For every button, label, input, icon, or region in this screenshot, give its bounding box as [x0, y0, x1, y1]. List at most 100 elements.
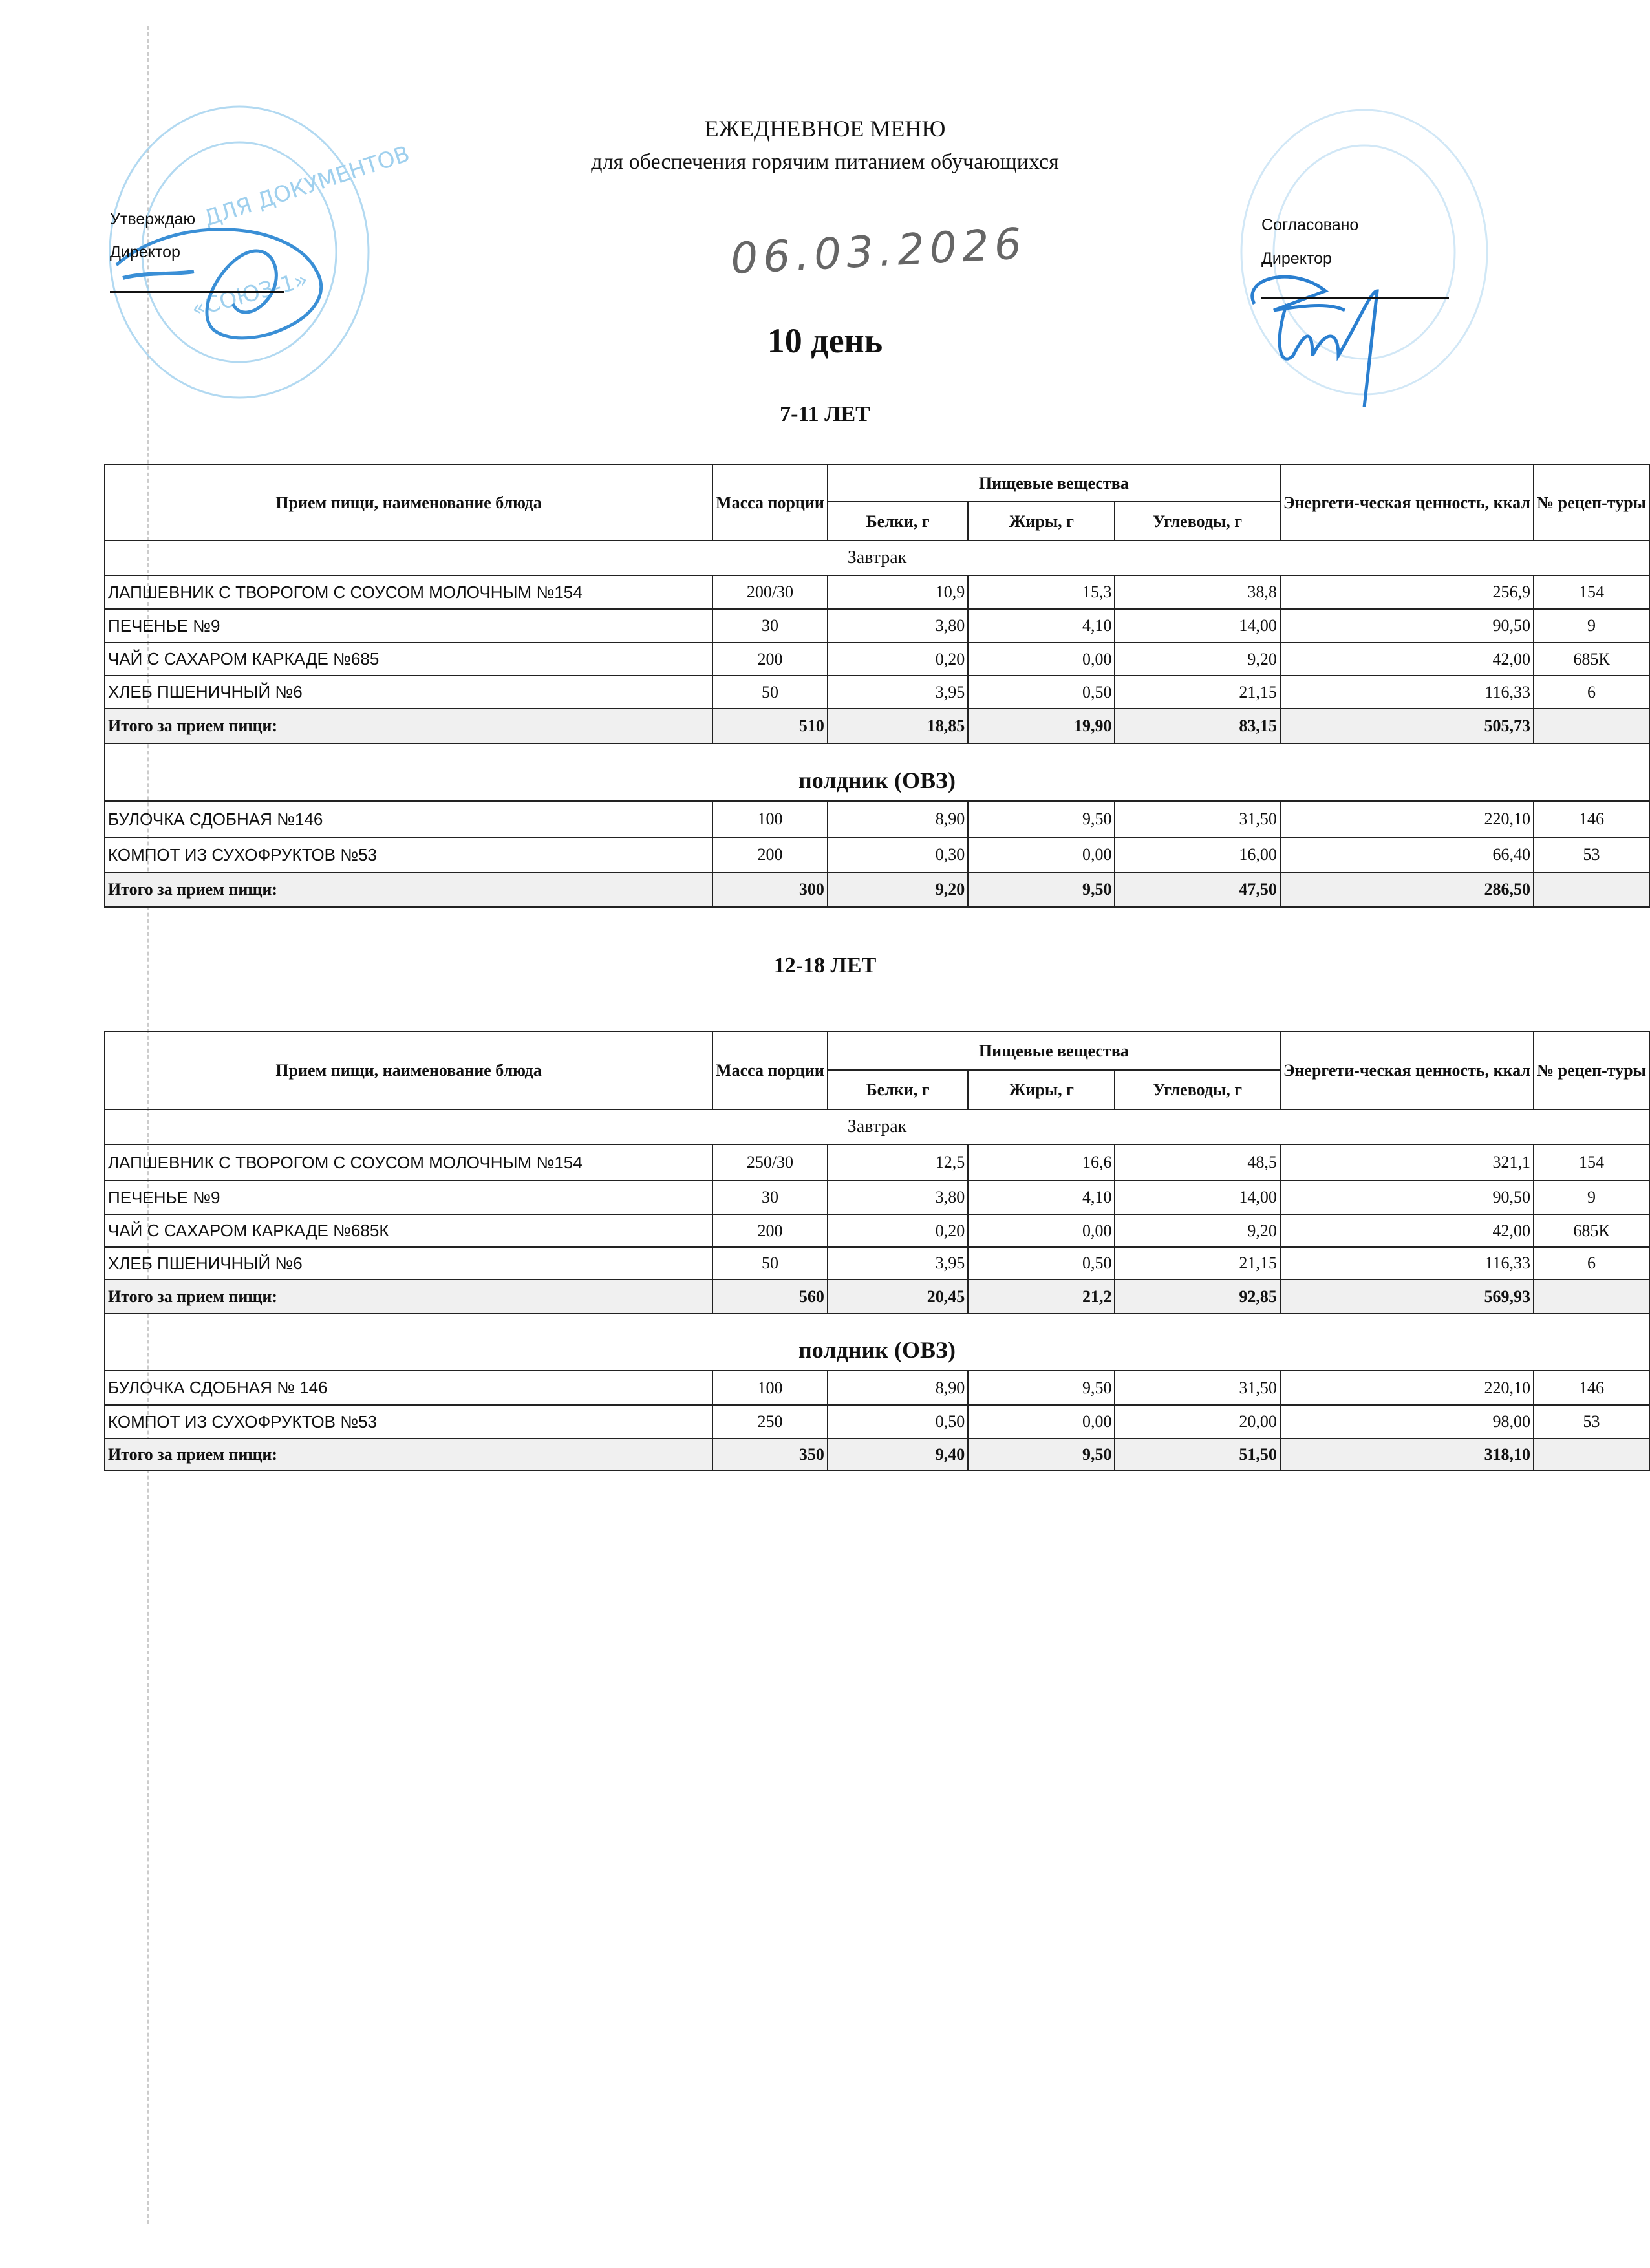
dish-name: КОМПОТ ИЗ СУХОФРУКТОВ №53 — [103, 837, 714, 873]
energy: 90,50 — [1279, 608, 1534, 643]
fat: 16,6 — [967, 1144, 1116, 1181]
column-header-name: Прием пищи, наименование блюда — [103, 464, 714, 541]
energy: 116,33 — [1279, 675, 1534, 709]
total-fat: 21,2 — [967, 1279, 1116, 1314]
portion-mass: 30 — [712, 608, 828, 643]
meal-title: полдник (ОВЗ) — [104, 743, 1650, 802]
total-carbs: 47,50 — [1114, 872, 1281, 908]
portion-mass: 200 — [712, 1214, 828, 1248]
total-carbs: 51,50 — [1114, 1438, 1281, 1471]
total-protein: 9,20 — [826, 872, 969, 908]
agreement-stamp — [1240, 109, 1488, 407]
recipe-number: 154 — [1532, 1144, 1650, 1181]
total-portion-mass: 350 — [712, 1438, 828, 1471]
carbs: 48,5 — [1114, 1144, 1281, 1181]
table-subheader-row: Белки, г Жиры, г Углеводы, г — [105, 501, 1649, 541]
column-header-mass: Масса порции — [712, 464, 828, 541]
fat: 0,00 — [967, 1404, 1116, 1439]
recipe-number: 6 — [1532, 1246, 1650, 1280]
dish-name: ХЛЕБ ПШЕНИЧНЫЙ №6 — [103, 1246, 714, 1280]
approve-role: Директор — [110, 243, 180, 261]
total-fat: 9,50 — [967, 872, 1116, 908]
age-group-title-1: 7-11 ЛЕТ — [780, 402, 870, 426]
dish-name: БУЛОЧКА СДОБНАЯ № 146 — [103, 1370, 714, 1406]
table-row: ЧАЙ С САХАРОМ КАРКАДЕ №685 200 0,20 0,00 9,2… — [103, 642, 1650, 676]
fat: 0,50 — [967, 675, 1116, 709]
protein: 3,95 — [826, 675, 969, 709]
total-energy: 505,73 — [1279, 708, 1534, 744]
total-recipe-number — [1532, 872, 1650, 908]
meal-title-row: полдник (ОВЗ) — [104, 743, 1650, 802]
table-row: БУЛОЧКА СДОБНАЯ №146 100 8,90 9,50 31,50 220,… — [103, 800, 1650, 838]
portion-mass: 50 — [712, 1246, 828, 1280]
total-recipe-number — [1532, 708, 1650, 744]
recipe-number: 53 — [1532, 837, 1650, 873]
table-row: ЛАПШЕВНИК С ТВОРОГОМ С СОУСОМ МОЛОЧНЫМ №… — [103, 1144, 1650, 1181]
day-number: 10 день — [767, 321, 883, 360]
column-header-carbs: Углеводы, г — [1114, 501, 1281, 541]
dish-name: БУЛОЧКА СДОБНАЯ №146 — [103, 800, 714, 838]
dish-name: ЧАЙ С САХАРОМ КАРКАДЕ №685К — [103, 1214, 714, 1248]
energy: 116,33 — [1279, 1246, 1534, 1280]
table-row: КОМПОТ ИЗ СУХОФРУКТОВ №53 250 0,50 0,00 20,0… — [103, 1404, 1650, 1439]
total-row: Итого за прием пищи: 350 9,40 9,50 51,50 318,… — [103, 1438, 1650, 1471]
total-energy: 569,93 — [1279, 1279, 1534, 1314]
fat: 0,00 — [967, 642, 1116, 676]
recipe-number: 9 — [1532, 1180, 1650, 1215]
portion-mass: 250 — [712, 1404, 828, 1439]
recipe-number: 146 — [1532, 800, 1650, 838]
meal-title: полдник (ОВЗ) — [104, 1313, 1650, 1371]
dish-name: ЛАПШЕВНИК С ТВОРОГОМ С СОУСОМ МОЛОЧНЫМ №… — [103, 1144, 714, 1181]
agree-label: Согласовано — [1261, 216, 1359, 234]
total-dish-name: Итого за прием пищи: — [103, 872, 714, 908]
energy: 42,00 — [1279, 1214, 1534, 1248]
recipe-number: 53 — [1532, 1404, 1650, 1439]
column-header-fat: Жиры, г — [967, 1069, 1116, 1110]
table-header-row: Прием пищи, наименование блюда Масса порц… — [103, 1031, 1650, 1110]
column-header-carbs: Углеводы, г — [1114, 1069, 1281, 1110]
total-fat: 19,90 — [967, 708, 1116, 744]
carbs: 9,20 — [1114, 1214, 1281, 1248]
energy: 90,50 — [1279, 1180, 1534, 1215]
energy: 321,1 — [1279, 1144, 1534, 1181]
total-dish-name: Итого за прием пищи: — [103, 1438, 714, 1471]
column-header-fat: Жиры, г — [967, 501, 1116, 541]
meal-title-row: Завтрак — [104, 1109, 1650, 1145]
protein: 3,95 — [826, 1246, 969, 1280]
fat: 15,3 — [967, 575, 1116, 610]
document-title: ЕЖЕДНЕВНОЕ МЕНЮ — [704, 116, 946, 142]
dish-name: ПЕЧЕНЬЕ №9 — [103, 608, 714, 643]
column-header-energy: Энергети-ческая ценность, ккал — [1279, 1031, 1534, 1110]
table-header-row: Прием пищи, наименование блюда Масса порц… — [103, 464, 1650, 541]
portion-mass: 100 — [712, 800, 828, 838]
handwritten-date: 06.03.2026 — [729, 219, 1028, 284]
portion-mass: 30 — [712, 1180, 828, 1215]
column-header-mass: Масса порции — [712, 1031, 828, 1110]
column-header-recipe: № рецеп-туры — [1532, 1031, 1650, 1110]
total-recipe-number — [1532, 1279, 1650, 1314]
protein: 0,20 — [826, 1214, 969, 1248]
fat: 0,00 — [967, 1214, 1116, 1248]
table-row: КОМПОТ ИЗ СУХОФРУКТОВ №53 200 0,30 0,00 16,0… — [103, 837, 1650, 873]
protein: 0,50 — [826, 1404, 969, 1439]
protein: 8,90 — [826, 800, 969, 838]
total-fat: 9,50 — [967, 1438, 1116, 1471]
energy: 220,10 — [1279, 1370, 1534, 1406]
total-protein: 18,85 — [826, 708, 969, 744]
table-row: ПЕЧЕНЬЕ №9 30 3,80 4,10 14,00 90,50 9 — [103, 608, 1650, 643]
agree-signature-line — [1261, 297, 1449, 299]
fat: 9,50 — [967, 1370, 1116, 1406]
total-row: Итого за прием пищи: 560 20,45 21,2 92,85 569… — [103, 1279, 1650, 1314]
meal-title-row: полдник (ОВЗ) — [104, 1313, 1650, 1371]
total-energy: 286,50 — [1279, 872, 1534, 908]
dish-name: КОМПОТ ИЗ СУХОФРУКТОВ №53 — [103, 1404, 714, 1439]
recipe-number: 9 — [1532, 608, 1650, 643]
table-row: ЧАЙ С САХАРОМ КАРКАДЕ №685К 200 0,20 0,00 9,… — [103, 1214, 1650, 1248]
table-row: БУЛОЧКА СДОБНАЯ № 146 100 8,90 9,50 31,50 220… — [103, 1370, 1650, 1406]
table-subheader-row: Белки, г Жиры, г Углеводы, г — [105, 1069, 1649, 1110]
total-protein: 9,40 — [826, 1438, 969, 1471]
total-portion-mass: 300 — [712, 872, 828, 908]
portion-mass: 200 — [712, 837, 828, 873]
fat: 4,10 — [967, 1180, 1116, 1215]
total-row: Итого за прием пищи: 510 18,85 19,90 83,15 50… — [103, 708, 1650, 744]
